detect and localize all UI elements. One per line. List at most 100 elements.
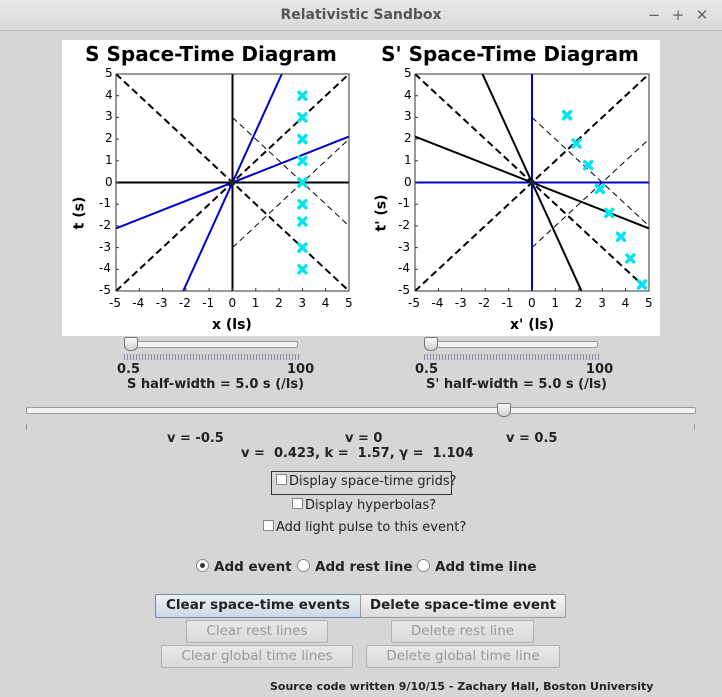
event-marker bbox=[561, 109, 573, 121]
y-tick-label: -2 bbox=[398, 217, 410, 232]
delete-rest-line-button[interactable]: Delete rest line bbox=[391, 620, 534, 643]
x-tick-label: -4 bbox=[431, 296, 444, 310]
radio-selected-icon bbox=[196, 559, 209, 572]
x-tick-label: -1 bbox=[202, 296, 215, 310]
s-halfwidth-max: 100 bbox=[287, 362, 315, 377]
add-time-line-radio[interactable]: Add time line bbox=[417, 559, 537, 575]
sprime-halfwidth-slider-thumb[interactable] bbox=[424, 337, 438, 351]
x-tick-label: -3 bbox=[454, 296, 467, 310]
title-bar: Relativistic Sandbox − + ✕ bbox=[0, 0, 722, 31]
velocity-readout: v = 0.423, k = 1.57, γ = 1.104 bbox=[241, 446, 474, 461]
y-tick-label: -1 bbox=[99, 196, 111, 211]
x-tick-label: 0 bbox=[228, 296, 237, 310]
origin-dot bbox=[529, 179, 535, 186]
y-axis-label: t' (s) bbox=[373, 194, 390, 232]
s-halfwidth-label: S half-width = 5.0 s (/ls) bbox=[127, 377, 305, 392]
event-marker bbox=[582, 159, 594, 171]
s-plot[interactable] bbox=[62, 40, 360, 336]
y-tick-label: -4 bbox=[398, 261, 410, 276]
y-tick-label: 4 bbox=[105, 87, 113, 102]
light-cone-thin-0 bbox=[232, 117, 349, 227]
display-grids-checkbox[interactable]: Display space-time grids? bbox=[276, 474, 457, 489]
s-spacetime-diagram[interactable]: S Space-Time Diagram x (ls) t (s) -5 -5 -4… bbox=[62, 40, 360, 336]
event-marker bbox=[615, 231, 627, 242]
footer-credit: Source code written 9/10/15 - Zachary Ha… bbox=[270, 680, 654, 693]
sprime-spacetime-diagram[interactable]: S' Space-Time Diagram x' (ls) t' (s) -5-… bbox=[360, 40, 660, 336]
x-axis-label: x (ls) bbox=[212, 317, 252, 333]
y-tick-label: 3 bbox=[404, 109, 412, 124]
radio-icon bbox=[297, 559, 310, 572]
diagram-title: S' Space-Time Diagram bbox=[381, 42, 639, 66]
x-tick-label: 2 bbox=[574, 296, 583, 310]
s-halfwidth-min: 0.5 bbox=[117, 362, 141, 377]
velocity-label-neg: v = -0.5 bbox=[167, 431, 224, 446]
delete-spacetime-event-button[interactable]: Delete space-time event bbox=[360, 594, 566, 618]
x-tick-label: -3 bbox=[155, 296, 168, 310]
event-marker bbox=[297, 112, 308, 123]
sprime-halfwidth-label: S' half-width = 5.0 s (/ls) bbox=[426, 377, 608, 392]
s-halfwidth-slider-thumb[interactable] bbox=[124, 337, 138, 351]
origin-dot bbox=[229, 179, 236, 186]
x-tick-label: 5 bbox=[645, 296, 653, 310]
velocity-tick-right bbox=[694, 424, 695, 430]
display-hyperbolas-checkbox[interactable]: Display hyperbolas? bbox=[292, 498, 436, 513]
y-tick-label: 5 bbox=[105, 66, 113, 80]
add-event-radio[interactable]: Add event bbox=[196, 559, 292, 575]
clear-global-time-lines-button[interactable]: Clear global time lines bbox=[161, 645, 353, 668]
event-marker bbox=[603, 207, 615, 219]
y-axis-label: t (s) bbox=[71, 196, 88, 230]
light-cone-thin-1 bbox=[531, 138, 649, 248]
s-halfwidth-slider-track[interactable] bbox=[124, 341, 298, 348]
velocity-slider-thumb[interactable] bbox=[497, 403, 511, 417]
event-marker bbox=[297, 177, 308, 188]
y-tick-label: 1 bbox=[404, 152, 412, 167]
clear-rest-lines-button[interactable]: Clear rest lines bbox=[186, 620, 328, 643]
velocity-label-zero: v = 0 bbox=[345, 431, 383, 446]
event-marker bbox=[625, 253, 636, 264]
sprime-halfwidth-slider-track[interactable] bbox=[424, 341, 598, 348]
add-light-pulse-checkbox[interactable]: Add light pulse to this event? bbox=[263, 520, 466, 535]
y-tick-label: 2 bbox=[404, 131, 412, 146]
add-rest-line-radio[interactable]: Add rest line bbox=[297, 559, 413, 575]
minimize-icon[interactable]: − bbox=[647, 6, 661, 24]
velocity-slider-track[interactable] bbox=[26, 407, 696, 414]
light-cone-thin-1 bbox=[232, 138, 349, 248]
x-tick-label: -4 bbox=[132, 296, 145, 310]
light-cone-thin-0 bbox=[531, 117, 649, 227]
event-marker bbox=[297, 198, 308, 210]
x-tick-label: 3 bbox=[598, 296, 606, 310]
sprime-plot[interactable] bbox=[360, 40, 660, 336]
x-axis-label: x' (ls) bbox=[510, 317, 555, 333]
y-tick-label: 2 bbox=[105, 131, 113, 146]
x-tick-label: 0 bbox=[528, 296, 536, 310]
x-tick-label: 4 bbox=[321, 296, 330, 310]
sprime-halfwidth-min: 0.5 bbox=[415, 362, 439, 377]
x-tick-label: 5 bbox=[345, 296, 353, 310]
event-marker bbox=[297, 155, 308, 167]
event-marker bbox=[594, 183, 606, 195]
delete-global-time-line-button[interactable]: Delete global time line bbox=[366, 645, 560, 668]
x-tick-label: -2 bbox=[178, 296, 191, 310]
radio-icon bbox=[417, 559, 430, 572]
checkbox-icon bbox=[292, 498, 303, 509]
x-tick-label: -1 bbox=[501, 296, 514, 310]
checkbox-icon bbox=[263, 520, 274, 531]
x-tick-label: -5 bbox=[408, 296, 420, 310]
maximize-icon[interactable]: + bbox=[671, 6, 685, 24]
y-tick-label: 4 bbox=[404, 87, 412, 102]
diagram-title: S Space-Time Diagram bbox=[85, 42, 337, 66]
velocity-tick-left bbox=[26, 424, 27, 430]
y-tick-label: -2 bbox=[99, 217, 111, 232]
clear-spacetime-events-button[interactable]: Clear space-time events bbox=[155, 594, 361, 618]
event-marker bbox=[636, 279, 648, 290]
checkbox-icon bbox=[276, 474, 287, 485]
y-tick-label: 0 bbox=[404, 174, 412, 189]
event-marker bbox=[297, 216, 308, 227]
sprime-halfwidth-max: 100 bbox=[586, 362, 614, 377]
event-marker bbox=[297, 264, 308, 275]
y-tick-label: 3 bbox=[105, 109, 113, 124]
close-icon[interactable]: ✕ bbox=[695, 6, 709, 24]
x-tick-label: 4 bbox=[621, 296, 630, 310]
x-tick-label: 1 bbox=[551, 296, 560, 310]
velocity-label-pos: v = 0.5 bbox=[506, 431, 558, 446]
